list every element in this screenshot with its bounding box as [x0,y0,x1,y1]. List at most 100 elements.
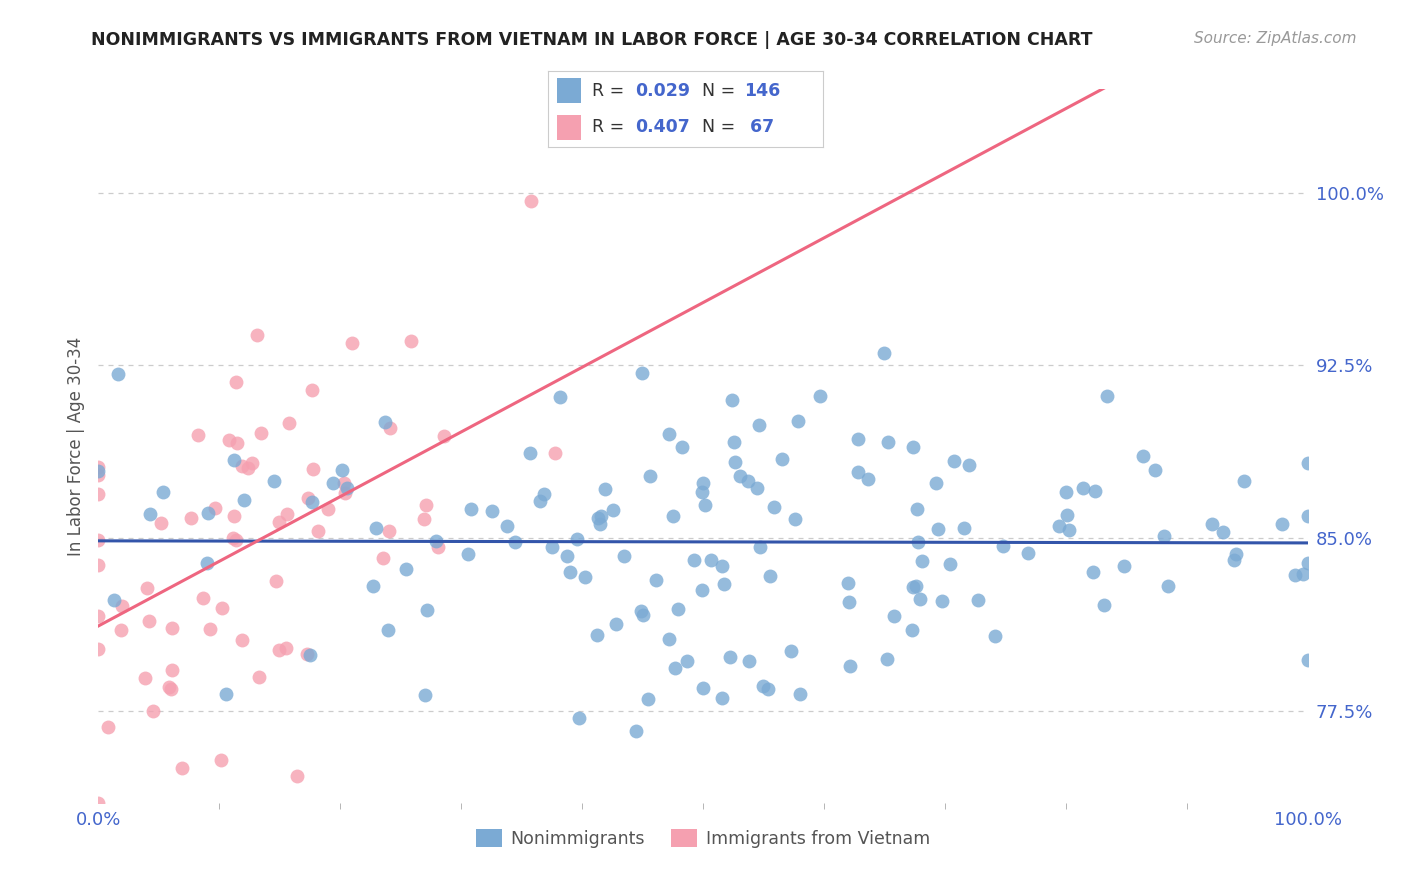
Point [1284,568,1306,582]
Point [957,458,980,472]
Point [301,383,323,397]
Point [316,502,339,516]
Point [157,680,180,694]
Point [1054,484,1077,499]
Point [322,476,344,491]
Point [336,482,359,496]
Y-axis label: In Labor Force | Age 30-34: In Labor Force | Age 30-34 [66,336,84,556]
Point [218,433,240,447]
Point [111,599,134,613]
Point [197,556,219,570]
Point [1047,519,1070,533]
Point [162,622,184,636]
Point [683,553,706,567]
Point [425,533,447,548]
Point [883,608,905,623]
Point [172,761,194,775]
Point [107,368,129,382]
Point [723,434,745,449]
Point [415,498,437,512]
Legend: Nonimmigrants, Immigrants from Vietnam: Nonimmigrants, Immigrants from Vietnam [470,822,936,855]
Point [808,389,831,403]
Point [274,640,297,655]
Text: NONIMMIGRANTS VS IMMIGRANTS FROM VIETNAM IN LABOR FORCE | AGE 30-34 CORRELATION : NONIMMIGRANTS VS IMMIGRANTS FROM VIETNAM… [91,31,1092,49]
Point [426,540,449,554]
Point [307,524,329,539]
Point [931,594,953,608]
Point [333,485,356,500]
Point [1271,516,1294,531]
Point [413,688,436,702]
Point [226,435,249,450]
Point [900,624,922,638]
Point [1223,553,1246,567]
Point [231,458,253,473]
Point [246,327,269,342]
Point [591,508,613,523]
Point [676,654,699,668]
Point [574,570,596,584]
Point [299,648,322,662]
Point [224,453,246,467]
Point [457,547,479,561]
Point [846,432,869,446]
Point [215,687,238,701]
Point [278,416,301,430]
Point [738,654,761,668]
Point [1233,475,1256,489]
Point [558,565,581,579]
Point [789,687,811,701]
Point [197,507,219,521]
Point [602,502,624,516]
Point [395,562,418,576]
Point [180,511,202,525]
Point [624,723,647,738]
Point [236,461,259,475]
Point [1073,481,1095,495]
Point [910,592,932,607]
Point [991,539,1014,553]
Point [690,582,713,597]
Point [224,509,246,524]
Point [519,446,541,460]
Point [907,534,929,549]
Point [276,508,298,522]
Point [630,366,652,380]
Point [1157,579,1180,593]
Point [756,681,779,696]
Point [378,524,401,538]
Point [413,512,436,526]
Point [267,643,290,657]
Point [231,633,253,648]
Point [1201,516,1223,531]
Point [544,445,567,459]
Point [605,617,627,632]
Point [700,553,723,567]
Point [96,720,118,734]
FancyBboxPatch shape [557,114,581,140]
Point [1225,548,1247,562]
Point [718,649,741,664]
Point [1212,524,1234,539]
Point [939,557,962,571]
Text: R =: R = [592,118,630,136]
Point [984,629,1007,643]
Point [374,415,396,429]
Point [903,440,925,454]
Point [873,346,896,360]
Point [110,623,132,637]
Point [658,426,681,441]
Point [567,532,589,546]
Point [371,551,394,566]
Point [846,466,869,480]
Point [724,454,747,468]
Point [1296,557,1319,571]
Point [269,516,291,530]
Point [152,485,174,500]
Point [942,454,965,468]
Point [671,440,693,454]
Point [222,531,245,545]
Point [211,601,233,615]
Point [302,461,325,475]
Point [838,595,860,609]
